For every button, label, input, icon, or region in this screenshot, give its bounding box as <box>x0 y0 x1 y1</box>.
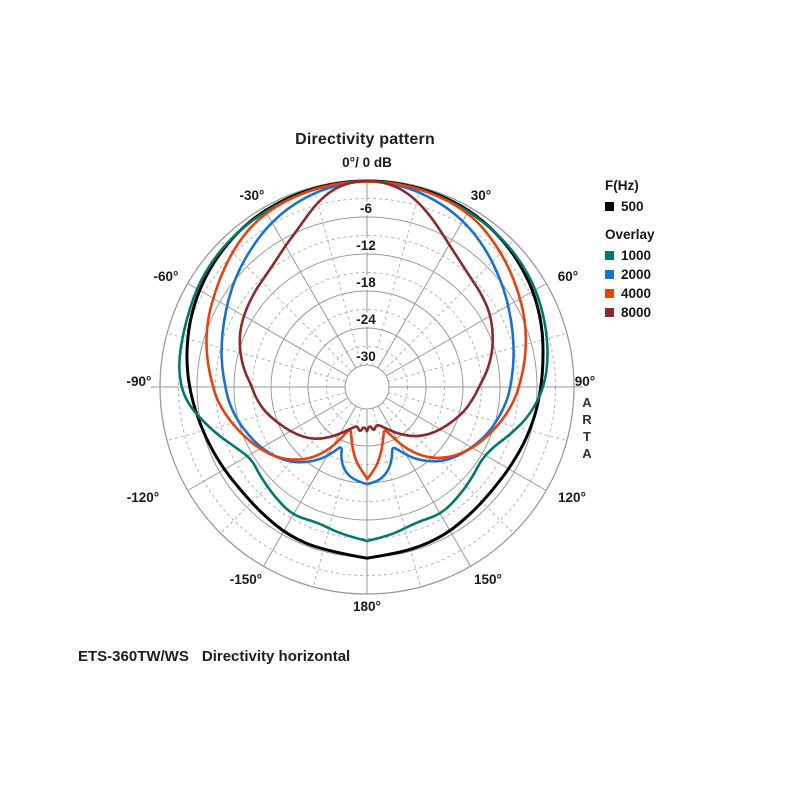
grid-spoke-dashed <box>312 408 362 588</box>
grid-spoke-dashed <box>166 392 346 442</box>
arta-watermark: A R T A <box>577 394 597 462</box>
grid-spoke-dashed <box>312 186 362 366</box>
legend-label-2000: 2000 <box>621 266 652 282</box>
angle-label: 180° <box>353 599 381 614</box>
arta-letter: R <box>582 412 592 427</box>
series-8000hz <box>238 179 495 440</box>
grid-spoke <box>263 405 357 567</box>
grid-spoke-dashed <box>388 332 568 382</box>
legend-item-4000: 4000 <box>605 285 655 301</box>
legend-swatch-1000 <box>605 250 614 260</box>
legend-label-4000: 4000 <box>621 285 652 301</box>
legend-label-1000: 1000 <box>621 247 652 263</box>
angle-label: 0°/ 0 dB <box>342 155 392 170</box>
grid-spoke-dashed <box>372 186 422 366</box>
db-tick-label: -18 <box>356 275 376 290</box>
grid-spoke-dashed <box>382 240 514 372</box>
grid-spoke-dashed <box>220 240 352 372</box>
grid-circle <box>344 364 390 410</box>
legend: F(Hz) 500 Overlay 1000 2000 4000 8000 <box>605 178 655 324</box>
page-title: Directivity pattern <box>295 131 435 148</box>
grid-spoke <box>263 207 357 369</box>
footer-caption: ETS-360TW/WS Directivity horizontal <box>78 648 350 665</box>
db-tick-label: -12 <box>356 238 376 253</box>
grid-spoke <box>385 283 547 377</box>
grid-spoke-dashed <box>388 392 568 442</box>
angle-label: -30° <box>240 188 265 203</box>
db-tick-label: -30 <box>356 349 376 364</box>
footer-description: Directivity horizontal <box>201 648 351 665</box>
legend-label-500: 500 <box>621 198 644 214</box>
angle-label: 90° <box>575 374 595 389</box>
angle-label: -150° <box>230 572 262 587</box>
legend-item-500: 500 <box>605 198 655 214</box>
angle-label: 120° <box>558 490 586 505</box>
grid-spoke <box>187 283 349 377</box>
angle-label: -120° <box>127 490 159 505</box>
legend-item-8000: 8000 <box>605 304 655 320</box>
grid-spoke-dashed <box>372 408 422 588</box>
legend-swatch-4000 <box>605 288 614 298</box>
grid-spoke-dashed <box>382 402 514 534</box>
arta-letter: A <box>582 446 592 461</box>
legend-label-8000: 8000 <box>621 304 652 320</box>
arta-letter: T <box>583 429 591 444</box>
angle-label: 150° <box>474 572 502 587</box>
series-2000hz <box>220 180 515 486</box>
db-tick-label: -24 <box>356 312 376 327</box>
legend-swatch-2000 <box>605 269 614 279</box>
legend-swatch-8000 <box>605 307 614 317</box>
grid-spoke-dashed <box>166 332 346 382</box>
angle-label: 60° <box>558 269 578 284</box>
legend-swatch-500 <box>605 201 614 211</box>
grid-spoke-dashed <box>220 402 352 534</box>
series-4000hz <box>205 180 528 481</box>
arta-letter: A <box>582 395 592 410</box>
grid-spoke <box>385 397 547 491</box>
legend-item-1000: 1000 <box>605 247 655 263</box>
legend-item-2000: 2000 <box>605 266 655 282</box>
footer-model: ETS-360TW/WS <box>78 648 189 665</box>
angle-label: -90° <box>127 374 152 389</box>
grid-spoke <box>377 207 471 369</box>
db-tick-label: -6 <box>360 201 372 216</box>
grid-spoke <box>187 397 349 491</box>
legend-frequency-header: F(Hz) <box>605 178 639 193</box>
angle-label: -60° <box>154 269 179 284</box>
angle-label: 30° <box>471 188 491 203</box>
legend-overlay-header: Overlay <box>605 227 655 242</box>
